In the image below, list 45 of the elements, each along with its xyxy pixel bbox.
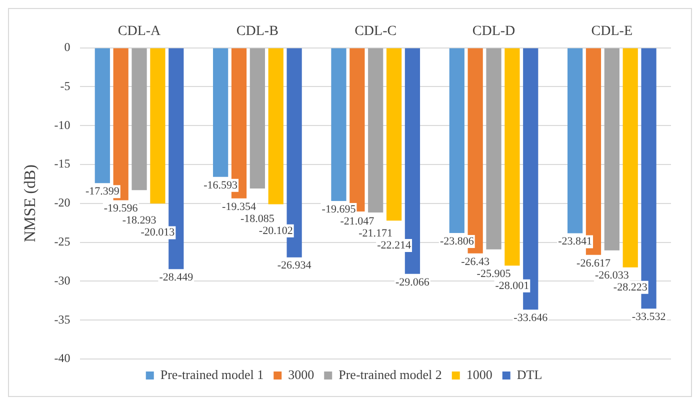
data-label: -16.593 [204,179,238,192]
data-label: -18.293 [122,214,157,227]
y-tick-label: -10 [54,118,70,132]
x-tick-label: CDL-D [472,24,516,40]
x-tick-label: CDL-A [118,24,162,40]
data-label: -21.171 [358,227,393,240]
data-label: -33.532 [632,311,666,324]
data-label: -29.066 [396,276,430,288]
data-label: -20.013 [140,226,176,239]
data-label: -19.354 [222,200,256,213]
data-label: -28.223 [613,281,648,294]
y-tick-label: 0 [64,40,70,54]
data-label: -26.033 [594,269,630,282]
x-tick-label: CDL-E [591,24,633,40]
legend-label: DTL [516,366,542,382]
data-label: -17.399 [85,186,120,198]
y-tick-label: -35 [54,312,70,326]
y-tick-label: -30 [54,273,70,288]
data-label: -22.214 [377,239,412,252]
data-label: -23.806 [440,235,474,248]
data-label: -19.596 [104,202,138,215]
data-label: -18.085 [240,212,275,225]
data-label: -26.617 [576,257,611,270]
data-label: -33.646 [514,312,548,324]
data-label: -28.449 [159,272,194,284]
y-axis-title: NMSE (dB) [22,164,39,242]
x-tick-label: CDL-B [236,24,278,40]
y-tick-label: -40 [54,351,70,366]
y-tick-label: -5 [60,78,70,93]
data-label: -20.102 [258,224,293,237]
data-label: -25.905 [476,268,512,280]
legend-label: Pre-trained model 2 [338,366,442,382]
legend-label: 1000 [466,366,492,382]
data-label: -26.934 [277,260,312,272]
data-label: -19.695 [322,203,356,216]
data-label: -23.841 [558,236,592,248]
legend-label: Pre-trained model 1 [160,366,264,382]
x-tick-label: CDL-C [354,24,397,40]
legend-label: 3000 [288,366,314,382]
y-tick-label: -20 [54,196,70,210]
data-label: -28.001 [495,280,530,292]
y-tick-label: -25 [54,234,70,248]
data-label: -26.43 [461,256,490,268]
data-label: -21.047 [340,215,375,228]
y-tick-label: -15 [54,156,70,171]
